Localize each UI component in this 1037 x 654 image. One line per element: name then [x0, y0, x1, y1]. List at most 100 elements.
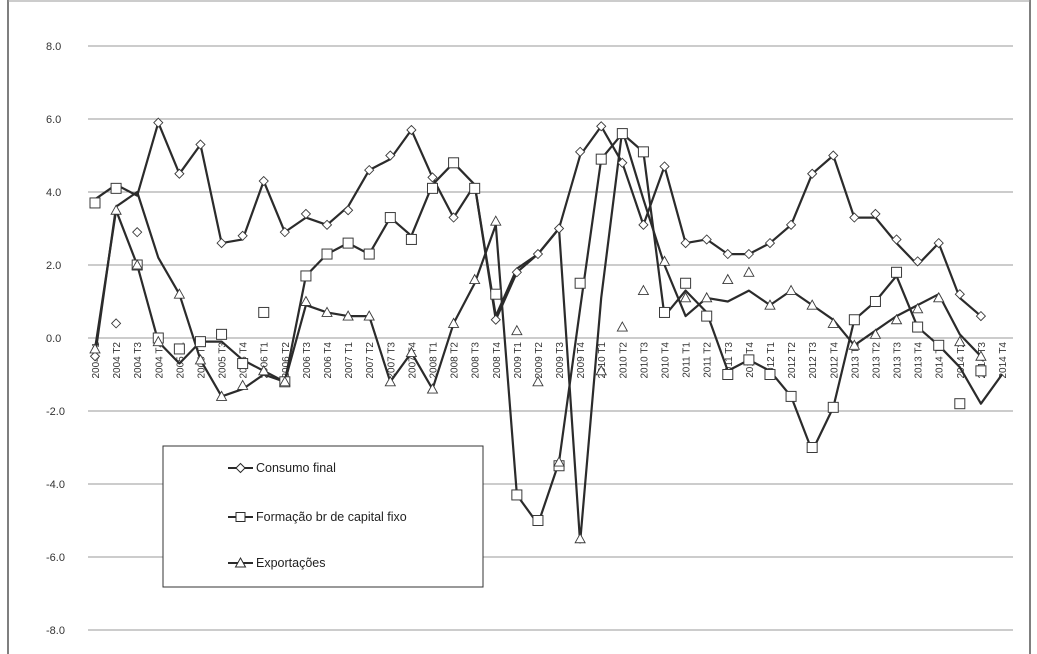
triangle-marker [911, 302, 924, 314]
x-tick-label: 2006 T3 [302, 342, 313, 379]
square-marker [216, 328, 228, 340]
diamond-marker [448, 212, 459, 223]
y-tick-label: -2.0 [46, 406, 65, 418]
x-tick-label: 2006 T1 [260, 342, 271, 379]
x-tick-label: 2008 T4 [492, 342, 503, 379]
diamond-marker [174, 168, 185, 179]
legend-label: Consumo final [256, 461, 336, 475]
diamond-marker [300, 208, 312, 220]
diamond-marker [89, 351, 101, 362]
diamond-marker [237, 230, 248, 241]
x-tick-label: 2008 T1 [428, 342, 439, 379]
square-marker [532, 515, 544, 526]
triangle-marker [890, 313, 903, 325]
diamond-marker [912, 256, 923, 267]
diamond-marker [406, 124, 417, 136]
diamond-marker [617, 157, 628, 168]
square-marker [806, 442, 818, 453]
triangle-marker [110, 204, 122, 215]
triangle-marker [236, 379, 249, 390]
x-tick-label: 2004 T1 [91, 342, 102, 379]
square-marker [912, 321, 924, 333]
square-marker [300, 270, 312, 282]
diamond-marker [575, 146, 586, 157]
square-marker [975, 365, 987, 377]
triangle-marker [300, 295, 312, 306]
x-tick-label: 2007 T3 [386, 342, 397, 379]
triangle-marker [131, 259, 143, 270]
legend-label: Formação br de capital fixo [256, 510, 407, 524]
x-tick-label: 2007 T2 [365, 342, 376, 379]
square-marker [785, 390, 797, 402]
triangle-marker-icon [234, 556, 247, 568]
triangle-marker [954, 335, 966, 347]
triangle-marker [257, 364, 270, 376]
diamond-marker [891, 234, 902, 245]
x-tick-label: 2004 T2 [112, 342, 123, 379]
square-marker [237, 358, 249, 370]
x-tick-label: 2009 T3 [555, 342, 566, 379]
x-tick-label: 2009 T2 [534, 342, 545, 379]
diamond-marker [321, 219, 333, 230]
diamond-marker [216, 237, 227, 249]
series-line-1 [94, 121, 982, 321]
x-tick-label: 2010 T1 [597, 342, 608, 379]
square-marker [89, 197, 101, 209]
square-marker [194, 336, 206, 348]
square-marker [869, 296, 881, 307]
x-tick-label: 2006 T2 [281, 342, 292, 379]
square-marker [659, 306, 671, 318]
triangle-marker [848, 339, 861, 350]
y-tick-label: 2.0 [46, 260, 61, 272]
x-tick-label: 2010 T2 [618, 342, 629, 379]
square-marker [701, 310, 713, 322]
diamond-marker [532, 248, 544, 260]
triangle-marker [595, 364, 607, 376]
square-marker [574, 277, 586, 289]
triangle-marker [279, 375, 291, 387]
x-tick-label: 2013 T1 [850, 342, 861, 379]
triangle-marker [532, 375, 544, 387]
triangle-marker [152, 335, 165, 347]
x-tick-label: 2013 T2 [871, 342, 882, 379]
diamond-marker [807, 168, 818, 179]
diamond-marker [511, 267, 522, 278]
diamond-marker [110, 318, 122, 329]
diamond-marker [385, 150, 396, 161]
diamond-marker [153, 117, 164, 128]
diamond-marker-icon [235, 462, 246, 474]
square-marker [595, 153, 607, 165]
triangle-marker [679, 291, 692, 303]
square-marker [637, 146, 649, 158]
x-tick-label: 2013 T3 [893, 342, 904, 379]
triangle-marker [553, 456, 565, 467]
triangle-marker [764, 299, 776, 310]
triangle-marker [194, 353, 207, 365]
diamond-marker [638, 219, 649, 230]
triangle-marker [89, 343, 101, 354]
legend-item-formacao: Formação br de capital fixo [228, 510, 407, 524]
x-tick-label: 2008 T2 [450, 342, 461, 379]
square-marker [490, 288, 502, 300]
x-tick-label: 2005 T1 [175, 342, 186, 379]
y-tick-label: -4.0 [46, 479, 65, 491]
square-marker [616, 128, 628, 140]
square-marker [743, 354, 755, 366]
diamond-marker [195, 139, 206, 150]
x-tick-label: 2007 T4 [407, 342, 418, 379]
square-marker [405, 233, 417, 245]
x-tick-label: 2013 T4 [914, 342, 925, 379]
legend-item-consumo-final: Consumo final [228, 461, 336, 475]
diamond-marker [342, 205, 354, 216]
diamond-marker [743, 248, 755, 260]
diamond-marker [764, 237, 776, 249]
triangle-marker [869, 328, 882, 339]
triangle-marker [342, 310, 354, 321]
triangle-marker [363, 310, 375, 321]
x-tick-label: 2011 T1 [682, 342, 693, 378]
x-tick-label: 2004 T3 [133, 342, 144, 379]
triangle-marker [743, 266, 755, 277]
diamond-marker [427, 172, 438, 183]
x-tick-label: 2012 T2 [787, 342, 798, 379]
